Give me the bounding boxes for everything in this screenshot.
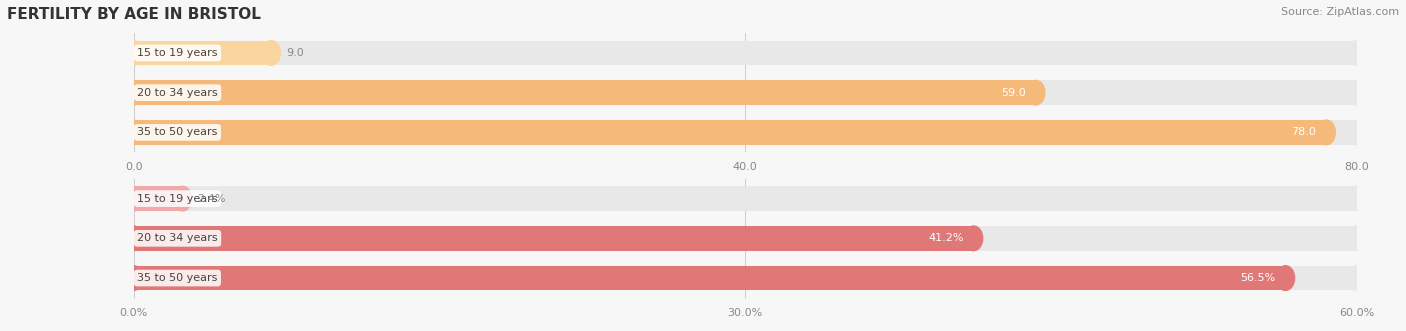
Ellipse shape — [1317, 120, 1336, 145]
Bar — [134, 266, 1285, 290]
Ellipse shape — [124, 186, 143, 211]
Ellipse shape — [1347, 120, 1367, 145]
Ellipse shape — [965, 226, 983, 251]
Text: 20 to 34 years: 20 to 34 years — [138, 233, 218, 243]
Ellipse shape — [1347, 226, 1367, 251]
Bar — [134, 41, 1357, 65]
Ellipse shape — [1347, 80, 1367, 105]
Ellipse shape — [1026, 80, 1045, 105]
Ellipse shape — [124, 266, 143, 290]
Ellipse shape — [124, 186, 143, 211]
Text: FERTILITY BY AGE IN BRISTOL: FERTILITY BY AGE IN BRISTOL — [7, 7, 262, 22]
Ellipse shape — [124, 120, 143, 145]
Text: Source: ZipAtlas.com: Source: ZipAtlas.com — [1281, 7, 1399, 17]
Text: 35 to 50 years: 35 to 50 years — [138, 127, 218, 137]
Text: 41.2%: 41.2% — [928, 233, 963, 243]
Text: 35 to 50 years: 35 to 50 years — [138, 273, 218, 283]
Text: 59.0: 59.0 — [1001, 88, 1026, 98]
Ellipse shape — [124, 80, 143, 105]
Bar — [134, 120, 1326, 145]
Text: 2.4%: 2.4% — [197, 194, 226, 204]
Ellipse shape — [262, 41, 280, 65]
Text: 9.0: 9.0 — [285, 48, 304, 58]
Ellipse shape — [124, 80, 143, 105]
Ellipse shape — [1347, 266, 1367, 290]
Ellipse shape — [1347, 41, 1367, 65]
Ellipse shape — [1347, 186, 1367, 211]
Ellipse shape — [124, 266, 143, 290]
Text: 78.0: 78.0 — [1292, 127, 1316, 137]
Bar — [134, 120, 1357, 145]
Bar — [134, 266, 1357, 290]
Ellipse shape — [1277, 266, 1295, 290]
Text: 56.5%: 56.5% — [1240, 273, 1275, 283]
Bar — [134, 226, 1357, 251]
Text: 20 to 34 years: 20 to 34 years — [138, 88, 218, 98]
Ellipse shape — [124, 226, 143, 251]
Ellipse shape — [124, 41, 143, 65]
Ellipse shape — [124, 41, 143, 65]
Ellipse shape — [124, 226, 143, 251]
Bar — [134, 186, 1357, 211]
Text: 15 to 19 years: 15 to 19 years — [138, 194, 218, 204]
Ellipse shape — [124, 120, 143, 145]
Ellipse shape — [173, 186, 191, 211]
Bar — [134, 41, 271, 65]
Bar — [134, 226, 973, 251]
Text: 15 to 19 years: 15 to 19 years — [138, 48, 218, 58]
Bar — [134, 80, 1357, 105]
Bar — [134, 186, 183, 211]
Bar — [134, 80, 1036, 105]
